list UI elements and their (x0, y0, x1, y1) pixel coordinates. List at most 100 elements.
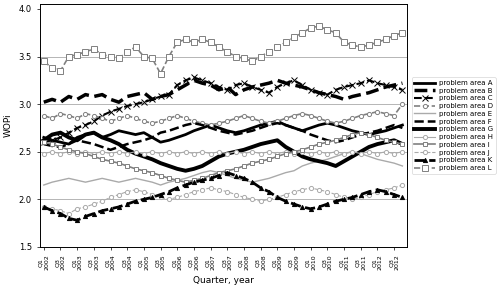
problem area J (132, 188, 138, 192)
problem area I (224, 169, 230, 173)
problem area I (324, 140, 330, 144)
problem area F (341, 138, 347, 142)
problem area K (141, 198, 147, 201)
problem area B (332, 95, 338, 98)
problem area I (374, 136, 380, 139)
problem area J (258, 199, 264, 203)
problem area B (300, 85, 306, 89)
problem area H (216, 150, 222, 153)
problem area J (149, 193, 155, 196)
problem area E (49, 180, 55, 184)
problem area G (199, 164, 205, 168)
problem area A (391, 126, 397, 130)
problem area G (132, 152, 138, 155)
problem area J (391, 186, 397, 190)
problem area A (216, 126, 222, 130)
problem area L (124, 50, 130, 53)
problem area B (316, 91, 322, 95)
problem area A (74, 136, 80, 139)
problem area D (382, 112, 388, 115)
problem area J (400, 183, 406, 187)
problem area A (166, 138, 172, 142)
problem area C (49, 138, 55, 142)
problem area A (91, 131, 97, 134)
problem area K (400, 196, 406, 199)
problem area F (224, 131, 230, 134)
problem area J (308, 186, 314, 190)
problem area B (124, 95, 130, 98)
problem area J (208, 186, 214, 190)
problem area L (216, 45, 222, 49)
problem area J (291, 190, 297, 193)
problem area D (282, 117, 288, 120)
problem area J (99, 199, 105, 203)
problem area F (216, 129, 222, 132)
problem area K (341, 198, 347, 201)
problem area E (291, 169, 297, 173)
problem area K (174, 186, 180, 190)
problem area J (82, 205, 88, 209)
problem area E (82, 180, 88, 184)
problem area C (199, 79, 205, 82)
problem area D (308, 114, 314, 117)
problem area G (391, 138, 397, 142)
problem area B (58, 101, 64, 104)
problem area I (291, 150, 297, 153)
problem area L (116, 57, 122, 60)
problem area C (308, 88, 314, 92)
problem area K (132, 199, 138, 203)
problem area K (149, 196, 155, 199)
problem area K (158, 193, 164, 196)
problem area I (166, 177, 172, 180)
problem area C (132, 102, 138, 106)
problem area D (324, 120, 330, 123)
problem area I (282, 152, 288, 155)
problem area G (291, 150, 297, 153)
problem area C (74, 126, 80, 130)
problem area B (116, 101, 122, 104)
problem area E (149, 180, 155, 184)
problem area F (149, 136, 155, 139)
problem area A (300, 129, 306, 132)
problem area C (324, 93, 330, 96)
problem area E (166, 180, 172, 184)
problem area D (66, 114, 72, 117)
problem area G (374, 142, 380, 146)
problem area F (358, 133, 364, 136)
problem area E (132, 177, 138, 180)
problem area G (41, 138, 47, 142)
problem area F (191, 121, 197, 125)
problem area D (91, 114, 97, 117)
Line: problem area L: problem area L (41, 23, 405, 76)
problem area B (391, 83, 397, 87)
problem area K (58, 212, 64, 215)
problem area B (274, 79, 280, 82)
problem area G (141, 155, 147, 158)
problem area L (232, 55, 238, 58)
problem area E (191, 174, 197, 177)
problem area I (58, 145, 64, 149)
problem area F (258, 126, 264, 130)
problem area F (174, 126, 180, 130)
problem area E (358, 152, 364, 155)
problem area I (216, 171, 222, 174)
problem area D (208, 123, 214, 127)
problem area I (174, 179, 180, 182)
problem area H (341, 152, 347, 155)
problem area E (216, 171, 222, 174)
problem area B (108, 98, 114, 101)
problem area B (266, 81, 272, 85)
problem area D (191, 120, 197, 123)
problem area F (66, 142, 72, 146)
problem area H (199, 150, 205, 153)
problem area B (191, 79, 197, 82)
problem area G (300, 155, 306, 158)
problem area J (350, 198, 356, 201)
problem area C (41, 140, 47, 144)
problem area D (300, 112, 306, 115)
problem area D (316, 117, 322, 120)
problem area C (274, 85, 280, 89)
problem area F (350, 136, 356, 139)
problem area K (324, 202, 330, 206)
problem area E (108, 179, 114, 182)
